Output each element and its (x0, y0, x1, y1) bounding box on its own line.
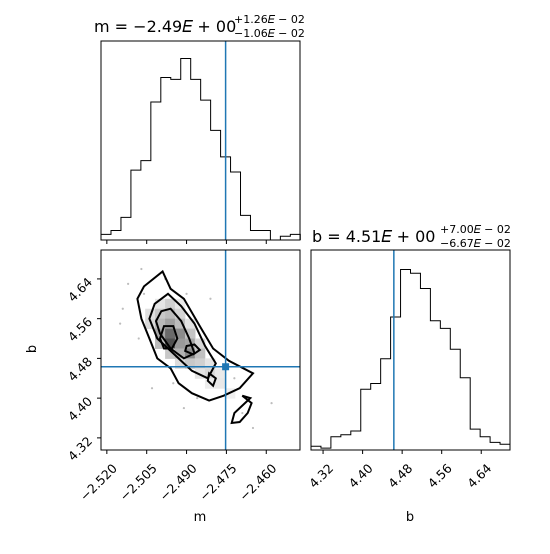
scatter-x-tick-label-1: −2.505 (117, 461, 160, 504)
density-cell-5 (165, 308, 176, 320)
title-m-sup: +1.26𝐸 − 02 (234, 13, 305, 26)
histogram-b-tick-label-2: 4.48 (385, 461, 415, 491)
histogram-m-steps (100, 58, 301, 241)
density-cell-22 (174, 348, 186, 359)
scatter-x-tick-label-4: −2.460 (236, 461, 279, 504)
title-m-sub: −1.06𝐸 − 02 (234, 27, 305, 40)
histogram-b-frame (310, 249, 511, 451)
density-cell-28 (204, 358, 216, 369)
density-cell-29 (194, 368, 206, 379)
histogram-b-tick-label-1: 4.40 (346, 461, 376, 491)
sample-point-2 (121, 307, 124, 310)
scatter-x-tick-label-2: −2.490 (156, 461, 199, 504)
contour-3 (158, 325, 179, 350)
histogram-b-tick-label-3: 4.56 (425, 461, 455, 491)
sample-point-0 (127, 282, 130, 285)
title-m: m = −2.49𝐸 + 00 (94, 17, 236, 36)
title-b-sup: +7.00𝐸 − 02 (440, 223, 511, 236)
sample-point-8 (241, 411, 244, 415)
histogram-b-tick-label-0: 4.32 (306, 461, 336, 491)
histogram-m-frame (100, 40, 301, 241)
sample-point-6 (150, 387, 154, 390)
contour-5 (230, 394, 253, 425)
y-axis-label-b: b (25, 345, 40, 353)
density-cell-14 (174, 328, 186, 340)
sample-point-13 (172, 382, 175, 385)
sample-point-11 (209, 297, 212, 300)
sample-point-7 (196, 397, 199, 400)
histogram-b-tick-label-4: 4.64 (464, 461, 494, 491)
scatter-plot-area (119, 267, 273, 430)
density-cell-13 (165, 328, 176, 340)
contour-6 (206, 371, 217, 388)
density-cell-21 (165, 348, 176, 359)
scatter-y-tick-label-1: 4.40 (65, 394, 95, 424)
density-cell-20 (194, 338, 206, 349)
x-axis-label-b: b (406, 510, 414, 525)
scatter-y-tick-label-4: 4.64 (65, 274, 95, 304)
truth-marker (222, 363, 230, 371)
density-cell-31 (214, 368, 226, 379)
histogram-b-steps (310, 269, 511, 450)
sample-point-5 (185, 292, 188, 295)
scatter-frame (100, 249, 301, 451)
scatter-b-vs-m-panel: −2.520−2.505−2.490−2.475−2.460 4.32 4.40 4.… (65, 249, 301, 504)
density-cell-26 (185, 358, 196, 369)
scatter-x-tick-label-0: −2.520 (77, 461, 120, 504)
density-cell-33 (214, 378, 226, 389)
density-cell-10 (174, 318, 186, 330)
contour-0 (136, 269, 255, 402)
density-cell-17 (165, 338, 176, 349)
x-axis-label-m: m (194, 510, 207, 525)
scatter-y-tick-label-2: 4.48 (65, 354, 95, 384)
scatter-y-tick-label-3: 4.56 (65, 314, 95, 344)
density-cell-18 (174, 338, 186, 349)
histogram-b-panel: b = 4.51𝐸 + 00 +7.00𝐸 − 02 −6.67𝐸 − 02 4… (306, 223, 511, 491)
density-cell-15 (185, 328, 196, 340)
sample-point-10 (233, 377, 236, 380)
density-cell-1 (165, 298, 176, 310)
sample-point-12 (140, 267, 143, 271)
sample-point-1 (142, 292, 146, 295)
histogram-m-panel: m = −2.49𝐸 + 00 +1.26𝐸 − 02 −1.06𝐸 − 02 (94, 13, 305, 244)
density-cell-11 (185, 318, 196, 330)
density-cell-8 (155, 318, 166, 330)
scatter-y-tick-label-0: 4.32 (65, 433, 95, 463)
title-b: b = 4.51𝐸 + 00 (312, 227, 435, 246)
density-cell-0 (155, 298, 166, 310)
density-cell-27 (194, 358, 206, 369)
sample-point-9 (251, 426, 255, 430)
contour-2 (154, 307, 196, 360)
density-cell-9 (165, 318, 176, 330)
sample-point-3 (137, 337, 140, 340)
density-cell-16 (155, 338, 166, 349)
sample-point-14 (270, 402, 273, 405)
scatter-x-tick-label-3: −2.475 (196, 461, 239, 504)
contour-4 (183, 343, 202, 356)
sample-point-16 (182, 406, 185, 410)
sample-point-15 (119, 322, 122, 325)
density-cell-25 (174, 358, 186, 369)
title-b-sub: −6.67𝐸 − 02 (440, 237, 511, 250)
density-cell-6 (174, 308, 186, 320)
density-cell-24 (194, 348, 206, 359)
